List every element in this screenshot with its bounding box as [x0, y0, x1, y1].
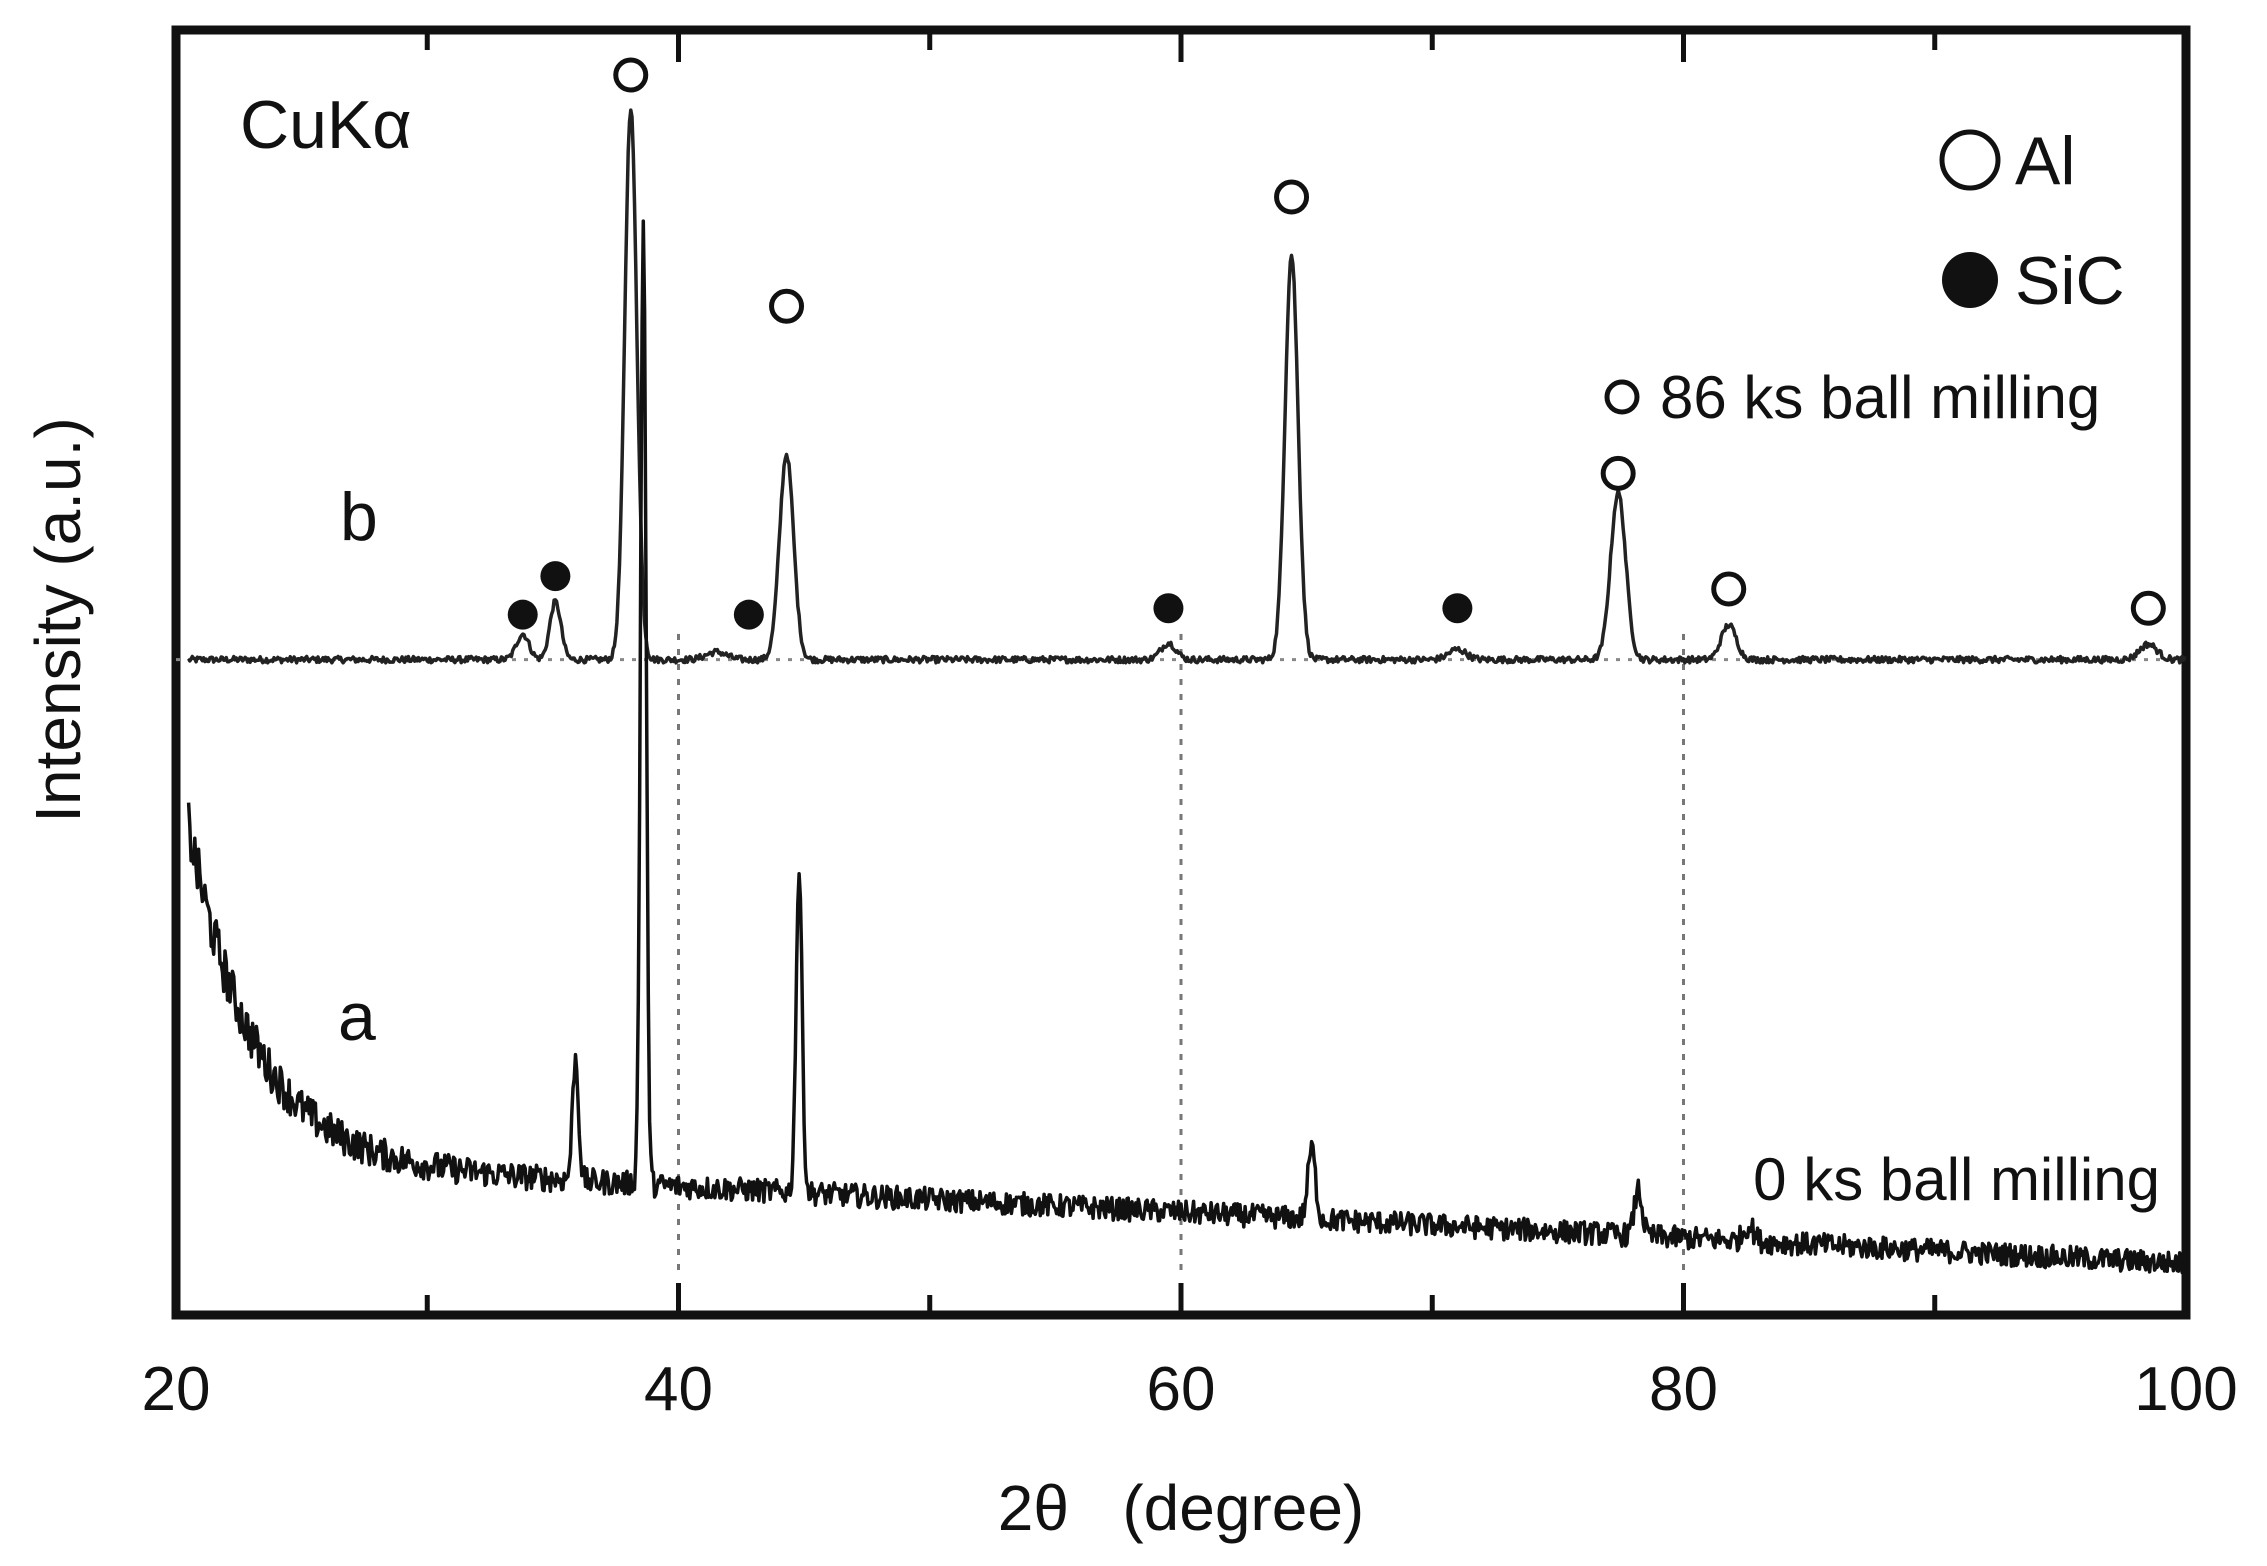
sic-peak-marker: [507, 599, 538, 630]
legend: Al SiC: [1939, 123, 2125, 319]
al-peak-marker: [1274, 179, 1310, 215]
sic-peak-marker: [1442, 593, 1473, 624]
legend-sic-marker: [1942, 252, 1998, 308]
series-b-line: [187, 108, 2187, 665]
x-tick-label: 40: [644, 1355, 713, 1424]
legend-sic-label: SiC: [2015, 243, 2125, 319]
x-axis-ticks: 20 40 60 80 100: [142, 30, 2238, 1424]
sic-peak-marker: [540, 561, 571, 592]
series-a-line: [186, 219, 2188, 1275]
annotation-0ks: 0 ks ball milling: [1753, 1146, 2160, 1213]
phase-markers: [507, 57, 2166, 630]
x-tick-label: 100: [2134, 1355, 2237, 1424]
sic-peak-marker: [733, 599, 764, 630]
x-axis-title: 2θ (degree): [998, 1472, 1364, 1544]
plot-frame: [171, 25, 2191, 1320]
legend-al-marker: [1939, 129, 2001, 191]
reference-lines: [677, 633, 1685, 1277]
y-axis-title: Intensity (a.u.): [22, 417, 94, 823]
x-tick-label: 20: [142, 1355, 211, 1424]
sic-peak-marker: [1153, 593, 1184, 624]
x-tick-label: 80: [1649, 1355, 1718, 1424]
legend-al-label: Al: [2015, 123, 2075, 199]
al-peak-marker: [1600, 455, 1636, 491]
annotation-86ks: 86 ks ball milling: [1660, 364, 2100, 431]
al-peak-marker: [613, 57, 649, 93]
al-peak-marker: [2130, 590, 2166, 626]
curve-label-a: a: [338, 979, 376, 1055]
al-peak-marker: [1711, 571, 1747, 607]
annotation-al-marker: [1604, 379, 1640, 415]
radiation-label: CuKα: [240, 87, 412, 163]
x-tick-label: 60: [1147, 1355, 1216, 1424]
annotation-b-group: 86 ks ball milling: [1604, 364, 2100, 431]
al-peak-marker: [769, 288, 805, 324]
curve-label-b: b: [340, 479, 378, 555]
